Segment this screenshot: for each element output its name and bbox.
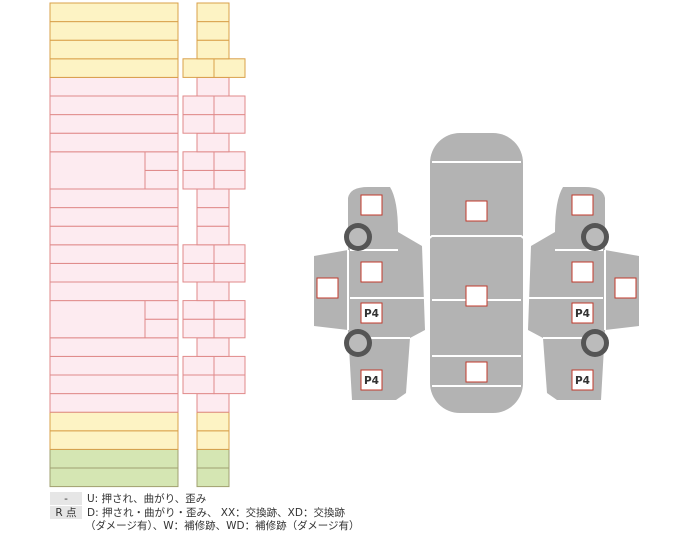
row-label-cell — [49, 114, 179, 134]
check-box — [196, 188, 230, 209]
row-label-cell — [49, 262, 179, 283]
car-body — [430, 133, 523, 413]
check-box — [182, 318, 215, 339]
check-box — [213, 262, 246, 283]
check-box — [182, 244, 215, 264]
check-box — [182, 114, 215, 134]
sub-cell — [144, 318, 179, 339]
check-box — [213, 374, 246, 395]
check-box — [196, 132, 230, 153]
row-label-cell — [49, 151, 146, 190]
row-label-cell — [49, 21, 179, 41]
row-label-cell — [49, 207, 179, 227]
legend-text: D: 押され・曲がり・歪み、 XX：交換跡、XD：交換跡 — [87, 506, 345, 519]
part-label: P4 — [575, 375, 590, 387]
row-label-cell — [49, 76, 179, 97]
row-label-cell — [49, 39, 179, 60]
row-label-cell — [49, 411, 179, 432]
row-label-cell — [49, 355, 179, 376]
check-box — [196, 76, 230, 97]
row-label-cell — [49, 95, 179, 116]
check-box — [213, 114, 246, 134]
check-box — [182, 262, 215, 283]
check-box — [213, 244, 246, 264]
check-box — [196, 467, 230, 488]
row-label-cell — [49, 467, 179, 488]
check-box — [213, 318, 246, 339]
check-box — [196, 430, 230, 450]
legend-key: - — [64, 493, 68, 505]
check-box — [182, 355, 215, 376]
sub-cell — [144, 300, 179, 320]
check-box — [182, 151, 215, 171]
check-box — [196, 448, 230, 469]
car-diagram: P4 P4 P4 P4 — [314, 133, 640, 413]
legend-key-box — [50, 492, 82, 505]
check-box — [182, 95, 215, 116]
legend-text: （ダメージ有）、W：補修跡、WD：補修跡（ダメージ有） — [85, 519, 360, 532]
check-box — [196, 337, 230, 357]
row-label-cell — [49, 430, 179, 450]
check-box — [213, 95, 246, 116]
row-label-cell — [49, 448, 179, 469]
row-label-cell — [49, 2, 179, 23]
row-label-cell — [49, 393, 179, 413]
check-box — [182, 374, 215, 395]
check-box — [196, 393, 230, 413]
row-label-cell — [49, 188, 179, 209]
check-box — [196, 411, 230, 432]
check-box — [196, 281, 230, 302]
car-side — [314, 187, 425, 400]
row-label-cell — [49, 281, 179, 302]
check-box — [196, 207, 230, 227]
row-label-cell — [49, 337, 179, 357]
check-box — [213, 355, 246, 376]
row-label-cell — [49, 244, 179, 264]
check-box — [213, 58, 246, 78]
check-box — [196, 225, 230, 246]
row-label-cell — [49, 374, 179, 395]
sub-cell — [144, 151, 179, 171]
check-box — [182, 300, 215, 320]
check-box — [213, 151, 246, 171]
check-box — [182, 169, 215, 190]
check-box — [196, 39, 230, 60]
row-label-cell — [49, 300, 146, 339]
check-box — [182, 58, 215, 78]
part-label: P4 — [575, 308, 590, 320]
part-label: P4 — [364, 375, 379, 387]
row-label-cell — [49, 132, 179, 153]
sub-cell — [144, 169, 179, 190]
row-label-cell — [49, 58, 179, 78]
check-box — [213, 300, 246, 320]
part-label: P4 — [364, 308, 379, 320]
check-box — [213, 169, 246, 190]
row-label-cell — [49, 225, 179, 246]
legend-text: U: 押され、曲がり、歪み — [87, 492, 206, 505]
check-box — [196, 2, 230, 23]
legend-key: R 点 — [55, 507, 76, 519]
check-box — [196, 21, 230, 41]
legend-key-box — [50, 506, 82, 519]
